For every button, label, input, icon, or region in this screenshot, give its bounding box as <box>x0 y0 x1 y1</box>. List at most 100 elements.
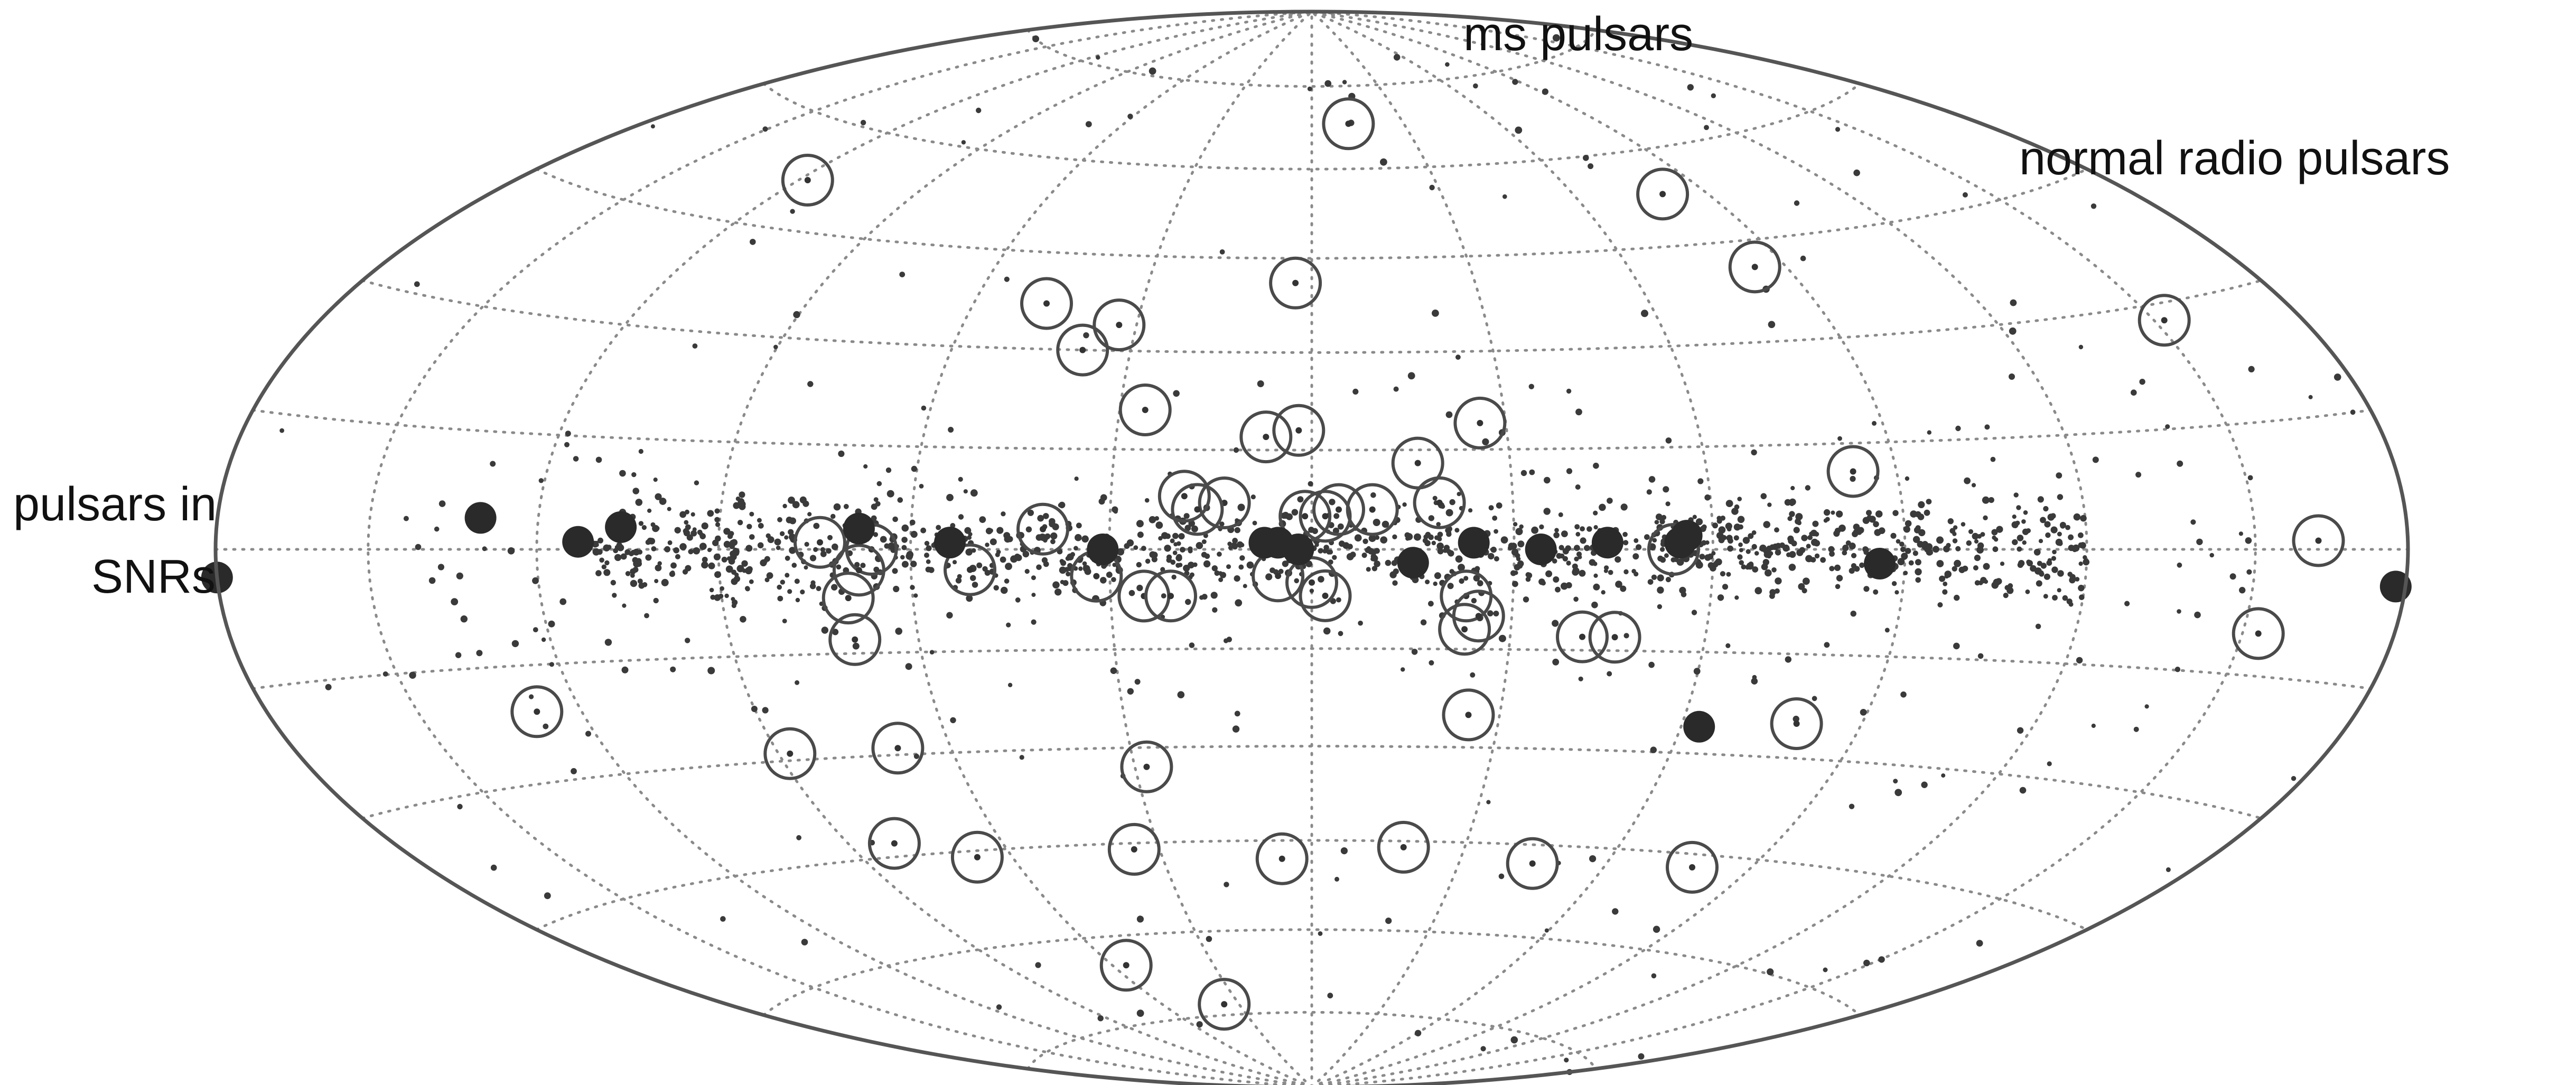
normal-pulsar-point <box>382 671 388 677</box>
ms-pulsar-point <box>1299 569 1352 622</box>
normal-pulsar-point <box>1896 539 1901 544</box>
normal-pulsar-point <box>1829 566 1835 572</box>
normal-pulsar-point <box>1024 569 1030 574</box>
normal-pulsar-point <box>1788 564 1796 571</box>
ms-pulsar-point <box>871 722 925 775</box>
normal-pulsar-point <box>1607 671 1612 677</box>
normal-pulsar-point <box>2194 611 2201 619</box>
grid-meridian <box>1310 10 2088 1085</box>
normal-pulsar-point <box>1005 563 1012 570</box>
normal-pulsar-point <box>1282 560 1289 567</box>
normal-pulsar-point <box>712 539 719 546</box>
normal-pulsar-point <box>2057 494 2064 500</box>
normal-pulsar-point <box>1513 522 1518 527</box>
ms-pulsar-center <box>2255 630 2262 637</box>
snr-pulsar-point <box>1670 520 1703 552</box>
normal-pulsar-point <box>1564 1058 1569 1063</box>
normal-pulsar-point <box>784 535 789 540</box>
normal-pulsar-point <box>1144 498 1150 503</box>
normal-pulsar-point <box>766 572 773 579</box>
normal-pulsar-point <box>683 528 689 535</box>
normal-pulsar-point <box>1004 276 1010 282</box>
normal-pulsar-point <box>1067 563 1073 569</box>
normal-pulsar-point <box>1849 803 1855 809</box>
normal-pulsar-point <box>1715 558 1722 566</box>
normal-pulsar-point <box>2021 519 2026 524</box>
normal-pulsar-point <box>1995 578 2002 585</box>
normal-pulsar-point <box>1492 516 1498 521</box>
normal-pulsar-point <box>1961 522 1966 527</box>
normal-pulsar-point <box>685 565 692 572</box>
normal-pulsar-point <box>612 593 617 598</box>
normal-pulsar-point <box>970 489 978 497</box>
normal-pulsar-point <box>679 511 686 518</box>
normal-pulsar-point <box>2144 704 2149 709</box>
normal-pulsar-point <box>979 516 986 523</box>
normal-pulsar-point <box>873 497 879 502</box>
normal-pulsar-point <box>2065 525 2070 530</box>
normal-pulsar-point <box>2043 594 2048 599</box>
normal-pulsar-point <box>1112 506 1118 513</box>
normal-pulsar-point <box>633 560 640 568</box>
normal-pulsar-point <box>1944 570 1952 578</box>
normal-pulsar-point <box>1785 656 1791 663</box>
normal-pulsar-point <box>757 542 764 549</box>
normal-pulsar-point <box>948 427 954 433</box>
ms-pulsar-center <box>804 177 811 183</box>
normal-pulsar-point <box>1445 62 1450 67</box>
normal-pulsar-point <box>1554 528 1559 532</box>
normal-pulsar-point <box>1620 503 1628 511</box>
normal-pulsar-point <box>1809 531 1814 537</box>
normal-pulsar-point <box>1812 696 1817 701</box>
normal-pulsar-point <box>900 555 905 560</box>
normal-pulsar-point <box>785 555 790 561</box>
normal-pulsar-point <box>2009 327 2017 335</box>
normal-pulsar-point <box>1354 534 1362 542</box>
normal-pulsar-point <box>690 512 695 517</box>
normal-pulsar-point <box>1136 1009 1144 1017</box>
normal-pulsar-point <box>777 595 783 602</box>
normal-pulsar-point <box>629 551 634 557</box>
normal-pulsar-point <box>565 431 571 437</box>
grid-meridian <box>909 10 1313 1085</box>
normal-pulsar-point <box>1638 1053 1645 1060</box>
normal-pulsar-point <box>1767 968 1774 976</box>
normal-pulsar-point <box>1651 574 1657 581</box>
normal-pulsar-point <box>1824 642 1830 648</box>
normal-pulsar-point <box>1737 554 1743 560</box>
ms-pulsar-point <box>1442 688 1495 742</box>
normal-pulsar-point <box>1393 54 1401 61</box>
normal-pulsar-point <box>1375 535 1380 540</box>
normal-pulsar-point <box>1373 519 1380 526</box>
normal-pulsar-point <box>1175 555 1182 562</box>
normal-pulsar-point <box>964 527 972 534</box>
normal-pulsar-point <box>1681 592 1687 597</box>
normal-pulsar-point <box>1111 577 1116 582</box>
normal-pulsar-point <box>1754 551 1759 556</box>
normal-pulsar-point <box>750 239 756 245</box>
normal-pulsar-point <box>741 560 748 567</box>
normal-pulsar-point <box>1553 576 1560 583</box>
normal-pulsar-point <box>533 627 538 632</box>
normal-pulsar-point <box>1718 526 1726 534</box>
normal-pulsar-point <box>926 545 932 551</box>
normal-pulsar-point <box>854 562 860 568</box>
normal-pulsar-point <box>911 465 918 472</box>
ms-pulsar-center <box>1278 855 1285 862</box>
normal-pulsar-point <box>685 638 690 643</box>
ms-pulsar-center <box>1414 460 1421 466</box>
normal-pulsar-point <box>2334 373 2341 381</box>
normal-pulsar-point <box>1126 539 1134 547</box>
ms-pulsar-center <box>1579 633 1585 640</box>
normal-pulsar-point <box>707 548 712 553</box>
normal-pulsar-point <box>414 281 420 287</box>
ms-pulsar-point <box>1647 523 1700 576</box>
normal-pulsar-point <box>901 560 909 568</box>
normal-pulsar-point <box>707 510 714 517</box>
normal-pulsar-point <box>1849 568 1855 574</box>
normal-pulsar-point <box>924 553 929 558</box>
normal-pulsar-point <box>2092 456 2099 463</box>
normal-pulsar-point <box>807 381 814 387</box>
normal-pulsar-point <box>637 549 643 555</box>
normal-pulsar-point <box>1318 548 1323 554</box>
